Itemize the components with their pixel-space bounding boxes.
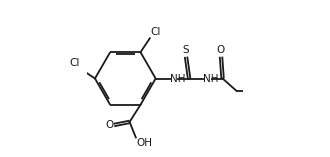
Text: OH: OH [137,138,152,148]
Text: Cl: Cl [150,27,161,37]
Text: O: O [105,120,113,130]
Text: Cl: Cl [70,58,80,68]
Text: O: O [216,46,224,55]
Text: NH: NH [203,73,219,84]
Text: S: S [182,46,188,55]
Text: NH: NH [170,73,185,84]
